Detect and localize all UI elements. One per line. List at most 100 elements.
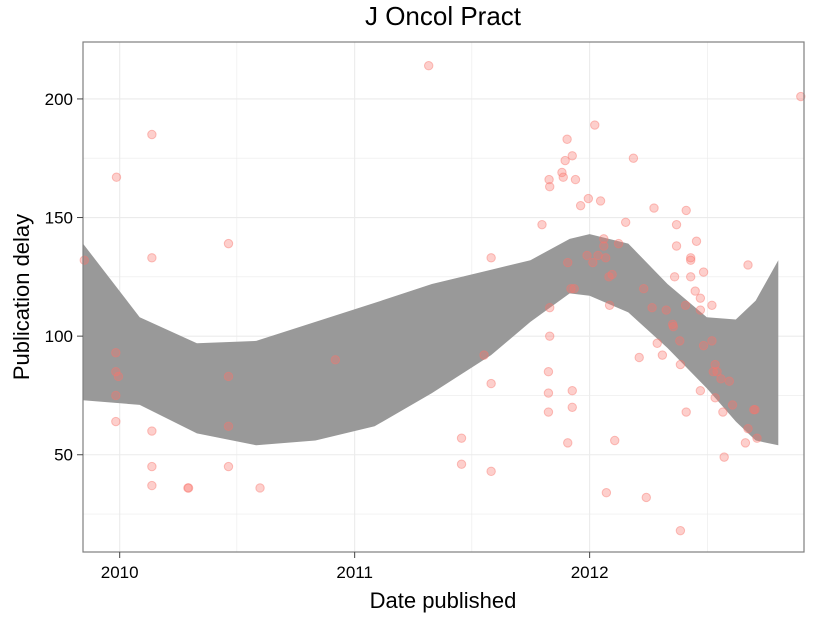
data-point — [595, 196, 606, 206]
data-point — [707, 300, 717, 311]
data-point — [740, 438, 751, 448]
data-point — [545, 302, 555, 313]
data-point — [575, 200, 586, 211]
data-point — [147, 426, 157, 436]
data-point — [583, 193, 594, 204]
data-point — [708, 367, 718, 377]
data-point — [652, 338, 662, 348]
data-point — [558, 172, 568, 182]
data-point — [543, 407, 554, 417]
data-point — [657, 350, 668, 360]
data-point — [545, 181, 555, 192]
data-point — [686, 272, 696, 282]
data-point — [111, 390, 121, 401]
data-point — [563, 257, 573, 268]
data-point — [604, 300, 615, 311]
data-point — [675, 525, 686, 536]
data-point — [223, 421, 234, 431]
data-point — [628, 153, 639, 163]
data-point — [796, 91, 806, 102]
y-axis-ticks: 50 100 150 200 — [45, 90, 83, 465]
data-point — [743, 423, 753, 434]
data-point — [255, 483, 265, 493]
data-point — [486, 253, 496, 263]
data-point — [716, 374, 726, 384]
data-point — [545, 331, 555, 341]
data-point — [456, 459, 467, 469]
y-tick-label: 100 — [45, 327, 73, 346]
data-point — [560, 155, 570, 166]
data-point — [456, 433, 467, 443]
data-point — [698, 267, 709, 277]
data-point — [582, 250, 592, 261]
data-point — [479, 350, 489, 360]
x-tick-label: 2010 — [101, 563, 139, 582]
data-point — [719, 452, 729, 462]
data-point — [601, 253, 611, 263]
data-point — [691, 236, 702, 246]
data-point — [669, 272, 680, 282]
data-point — [675, 336, 685, 346]
data-point — [695, 385, 706, 396]
data-point — [710, 359, 720, 370]
data-point — [661, 305, 671, 315]
data-point — [727, 400, 738, 410]
data-point — [111, 172, 122, 182]
data-point — [647, 302, 657, 313]
data-point — [537, 219, 547, 230]
data-point — [544, 174, 554, 185]
data-point — [671, 219, 682, 230]
data-point — [752, 433, 762, 443]
data-point — [543, 367, 554, 377]
data-point — [183, 483, 193, 493]
data-point — [681, 205, 691, 216]
data-point — [330, 355, 341, 365]
plot-border — [82, 41, 805, 553]
data-point — [675, 359, 686, 370]
data-point — [712, 367, 722, 377]
data-point — [486, 378, 496, 389]
data-point — [607, 269, 617, 280]
data-point — [147, 253, 157, 263]
data-point — [671, 241, 682, 251]
data-point — [111, 416, 121, 427]
data-point — [147, 480, 157, 491]
x-axis-label: Date published — [370, 588, 517, 613]
y-tick-label: 50 — [54, 446, 73, 465]
y-tick-label: 150 — [45, 209, 73, 228]
data-point — [686, 253, 696, 263]
data-point — [569, 283, 579, 294]
data-point — [567, 385, 577, 396]
smooth-confidence-band — [83, 234, 779, 446]
data-point — [588, 257, 598, 268]
data-point — [649, 203, 659, 213]
data-point — [680, 300, 691, 311]
data-point — [590, 120, 600, 130]
data-point — [690, 286, 700, 296]
data-point — [695, 305, 706, 315]
data-point — [111, 348, 121, 358]
data-point — [749, 404, 759, 415]
data-point — [686, 255, 696, 265]
chart-title: J Oncol Pract — [365, 1, 522, 31]
data-point — [599, 241, 609, 251]
data-point — [570, 174, 581, 185]
data-point — [681, 407, 691, 417]
data-point — [79, 255, 89, 265]
data-point — [604, 272, 614, 282]
data-point — [710, 393, 720, 403]
data-point — [743, 260, 753, 270]
data-point — [566, 283, 576, 294]
y-axis-label: Publication delay — [9, 214, 34, 380]
data-point — [223, 461, 234, 472]
data-point — [223, 238, 234, 249]
data-point — [620, 217, 631, 227]
data-point — [111, 367, 121, 377]
data-point — [543, 388, 554, 398]
data-point — [147, 129, 157, 140]
y-tick-label: 200 — [45, 90, 73, 109]
data-point — [695, 293, 706, 303]
data-point — [613, 238, 624, 249]
data-point — [667, 319, 678, 329]
